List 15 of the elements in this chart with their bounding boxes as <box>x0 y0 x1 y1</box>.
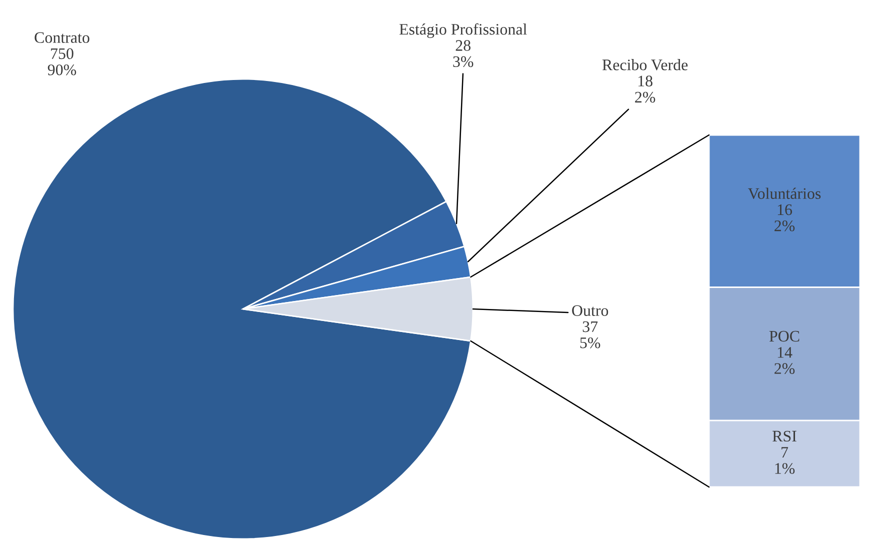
data-label: 14 2% <box>774 347 795 374</box>
slice-label: Estágio Profissional <box>399 23 527 38</box>
data-label: 28 3% <box>453 40 474 68</box>
slice-label: Outro <box>572 305 608 316</box>
data-label: 750 90% <box>48 48 76 76</box>
slice-label: Recibo Verde <box>602 59 688 70</box>
series-label: Voluntários <box>748 188 821 200</box>
data-label: 37 5% <box>580 321 600 348</box>
slice-label: Contrato <box>34 32 90 43</box>
series-label: RSI <box>772 430 796 442</box>
data-label: 16 2% <box>774 204 795 232</box>
series-label: POC <box>769 330 800 342</box>
pie-slice <box>12 78 472 540</box>
data-label: 18 2% <box>635 76 656 103</box>
data-label: 7 1% <box>775 447 795 474</box>
